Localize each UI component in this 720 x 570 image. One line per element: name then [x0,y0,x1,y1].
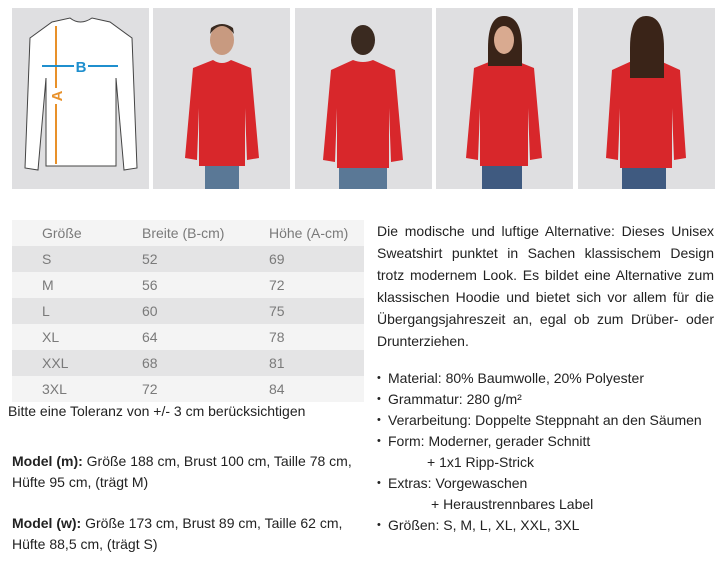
table-row: XL 64 78 [12,324,364,350]
table-row: M 56 72 [12,272,364,298]
model-w-text: Größe 173 cm, Brust 89 cm, Taille 62 cm,… [12,515,343,552]
feature-form-extra: + 1x1 Ripp-Strick [427,454,534,470]
feature-list: Material: 80% Baumwolle, 20% Polyester G… [377,368,702,536]
feature-sizes: Größen: S, M, L, XL, XXL, 3XL [377,515,702,536]
cell-height: 72 [269,277,285,293]
cell-size: L [42,303,50,319]
header-size: Größe [42,225,82,241]
header-width: Breite (B-cm) [142,225,225,241]
cell-size: S [42,251,52,267]
model-w-label: Model (w): [12,515,82,531]
cell-width: 72 [142,381,158,397]
cell-size: M [42,277,54,293]
cell-width: 52 [142,251,158,267]
cell-size: 3XL [42,381,67,397]
cell-width: 60 [142,303,158,319]
male-model-back-image [295,8,432,189]
cell-size: XXL [42,355,69,371]
model-m-info: Model (m): Größe 188 cm, Brust 100 cm, T… [12,451,367,493]
table-row: S 52 69 [12,246,364,272]
product-description: Die modische und luftige Alternative: Di… [377,223,714,349]
male-model-front-image [153,8,290,189]
width-label: B [76,59,87,76]
cell-height: 81 [269,355,285,371]
cell-size: XL [42,329,60,345]
table-header: Größe Breite (B-cm) Höhe (A-cm) [12,220,364,246]
height-label: A [49,90,66,101]
cell-height: 75 [269,303,285,319]
size-table: Größe Breite (B-cm) Höhe (A-cm) S 52 69 M 56… [12,220,364,402]
female-model-back-image [578,8,715,189]
cell-height: 69 [269,251,285,267]
feature-extras-label: + Heraustrennbares Label [431,496,594,512]
header-height: Höhe (A-cm) [269,225,349,241]
size-diagram-image: B A [12,8,149,189]
model-m-label: Model (m): [12,453,83,469]
model-w-info: Model (w): Größe 173 cm, Brust 89 cm, Ta… [12,513,367,555]
cell-height: 84 [269,381,285,397]
table-row: L 60 75 [12,298,364,324]
cell-width: 68 [142,355,158,371]
female-model-front-image [436,8,573,189]
table-row: 3XL 72 84 [12,376,364,402]
cell-width: 64 [142,329,158,345]
feature-material: Material: 80% Baumwolle, 20% Polyester [377,368,702,389]
cell-height: 78 [269,329,285,345]
cell-width: 56 [142,277,158,293]
model-m-text: Größe 188 cm, Brust 100 cm, Taille 78 cm… [12,453,352,490]
feature-extras: Extras: Vorgewaschen [377,473,702,494]
table-row: XXL 68 81 [12,350,364,376]
feature-processing: Verarbeitung: Doppelte Steppnaht an den … [377,410,702,431]
feature-grammage: Grammatur: 280 g/m² [377,389,702,410]
feature-form: Form: Moderner, gerader Schnitt [377,431,702,452]
tolerance-note: Bitte eine Toleranz von +/- 3 cm berücks… [8,403,306,419]
